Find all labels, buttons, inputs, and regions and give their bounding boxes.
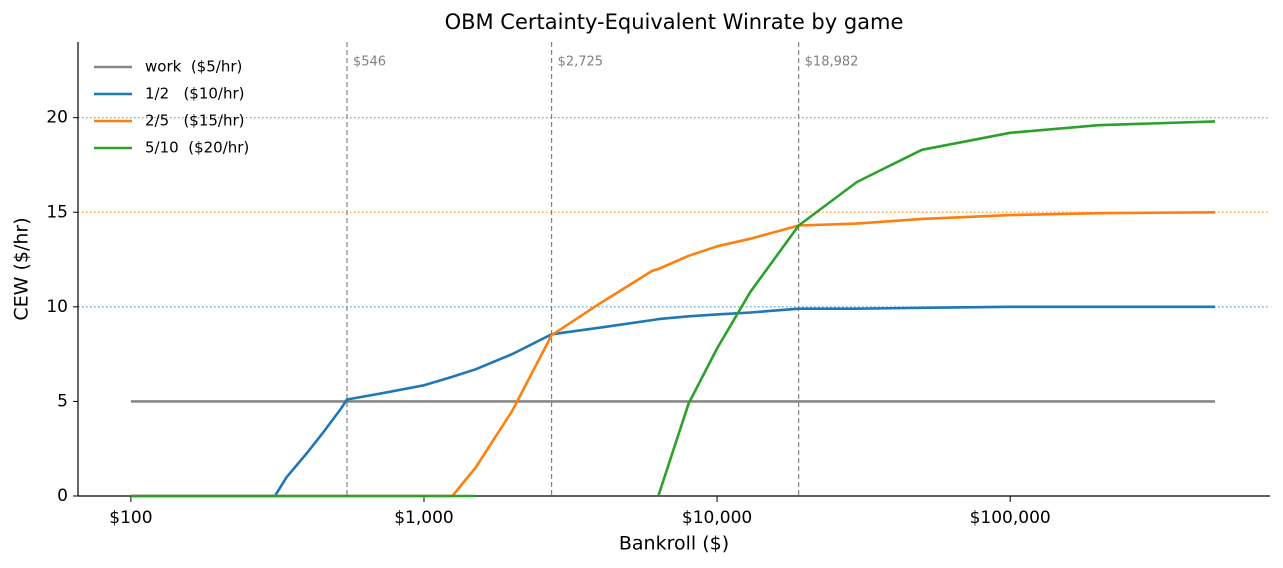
x-tick-label: $10,000 bbox=[682, 508, 752, 528]
legend-label: 5/10 ($20/hr) bbox=[145, 139, 249, 157]
x-axis-label: Bankroll ($) bbox=[619, 533, 729, 555]
y-tick-label: 5 bbox=[57, 391, 68, 411]
chart-title: OBM Certainty-Equivalent Winrate by game bbox=[445, 10, 904, 34]
legend-label: work ($5/hr) bbox=[145, 58, 242, 76]
series-line bbox=[130, 305, 1215, 498]
series-line bbox=[130, 120, 1216, 498]
annotation: $546 bbox=[353, 55, 386, 70]
y-tick-label: 20 bbox=[46, 108, 68, 128]
legend-label: 2/5 ($15/hr) bbox=[145, 112, 245, 130]
annotation: $18,982 bbox=[805, 55, 859, 70]
y-tick-label: 15 bbox=[46, 202, 68, 222]
legend-label: 1/2 ($10/hr) bbox=[145, 85, 245, 103]
x-tick-label: $1,000 bbox=[394, 508, 453, 528]
y-tick-label: 10 bbox=[46, 297, 68, 317]
y-tick-label: 0 bbox=[57, 486, 68, 506]
x-tick-label: $100 bbox=[109, 508, 152, 528]
x-tick-label: $100,000 bbox=[970, 508, 1051, 528]
y-axis-label: CEW ($/hr) bbox=[11, 217, 33, 320]
annotation: $2,725 bbox=[558, 55, 604, 70]
